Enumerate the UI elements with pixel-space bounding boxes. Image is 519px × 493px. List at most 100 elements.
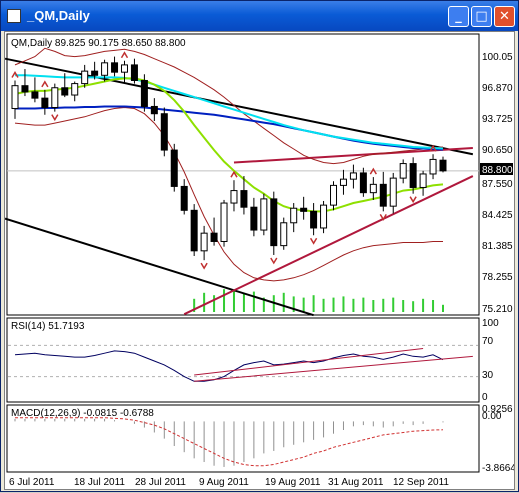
candle-body	[180, 185, 188, 211]
candle-body	[130, 64, 138, 81]
candle	[379, 171, 387, 212]
candle-body	[220, 202, 228, 242]
candle-body	[429, 158, 437, 175]
rsi-tick: 70	[482, 336, 494, 347]
price-tick: 87.550	[482, 179, 513, 190]
volume-bar	[432, 300, 435, 312]
volume-bar	[232, 290, 235, 312]
volume-bar	[422, 298, 425, 312]
rsi-panel-header: RSI(14) 51.7193	[11, 321, 85, 332]
volume-bar	[442, 304, 444, 312]
date-tick: 18 Jul 2011	[74, 477, 125, 488]
fractal-up-arrow	[429, 144, 437, 152]
candle-body	[280, 222, 288, 247]
price-tick: 84.425	[482, 210, 513, 221]
candle	[399, 159, 407, 184]
candle	[180, 179, 188, 215]
volume-bar	[372, 300, 375, 312]
fractal-down-arrow	[51, 114, 59, 122]
candle	[260, 193, 268, 236]
candle-body	[111, 62, 119, 73]
candle	[140, 74, 148, 112]
minimize-button[interactable]: _	[448, 6, 469, 27]
price-tick: 81.385	[482, 241, 513, 252]
candle-body	[81, 70, 89, 85]
candle	[200, 225, 208, 261]
candle-body	[389, 177, 397, 207]
candle-body	[140, 79, 148, 107]
candle-body	[210, 232, 218, 242]
fractal-up-arrow	[369, 167, 377, 175]
price-panel-header: QM,Daily 89.825 90.175 88.650 88.800	[11, 38, 186, 49]
current-price-label: 88.800	[482, 165, 513, 176]
candle	[160, 107, 168, 157]
candle-body	[51, 87, 59, 108]
candle-body	[170, 149, 178, 187]
candle	[310, 203, 318, 236]
fractal-up-arrow	[11, 71, 19, 78]
candle	[21, 69, 29, 97]
rsi-trend-upper	[194, 348, 424, 376]
price-tick: 90.650	[482, 145, 513, 156]
candle-body	[439, 159, 447, 172]
ma-fast-line	[14, 77, 444, 213]
current-price-box	[480, 163, 513, 175]
candle-body	[160, 113, 168, 151]
title-bar[interactable]: _QM,Daily _ □ ✕	[1, 1, 518, 31]
candle	[61, 73, 69, 98]
price-panel[interactable]	[6, 33, 480, 316]
trend-support-line	[183, 175, 474, 316]
close-button[interactable]: ✕	[494, 6, 515, 27]
volume-bar	[252, 291, 255, 312]
price-tick: 100.05	[482, 52, 513, 63]
price-tick: 93.725	[482, 114, 513, 125]
candle-body	[369, 183, 377, 194]
window-title: _QM,Daily	[27, 8, 90, 23]
candle	[190, 204, 198, 257]
candle-body	[200, 232, 208, 252]
chart-svg[interactable]: QM,Daily 89.825 90.175 88.650 88.800 RSI…	[4, 32, 516, 489]
volume-bar	[203, 292, 206, 312]
candle-body	[419, 173, 427, 188]
candle	[111, 56, 119, 77]
date-tick: 12 Sep 2011	[393, 477, 449, 488]
candle-body	[190, 209, 198, 252]
rsi-panel[interactable]	[6, 317, 480, 403]
volume-bar	[322, 298, 325, 312]
candle-body	[339, 178, 347, 186]
candle-body	[71, 83, 79, 96]
candle-body	[250, 206, 258, 231]
maximize-button[interactable]: □	[471, 6, 492, 27]
fractal-up-arrow	[230, 170, 238, 178]
candle	[220, 199, 228, 247]
candle-body	[101, 62, 109, 76]
chart-area[interactable]: QM,Daily 89.825 90.175 88.650 88.800 RSI…	[4, 31, 516, 490]
candle-body	[61, 87, 69, 96]
macd-tick: 0.9256	[482, 404, 513, 415]
candle	[409, 157, 417, 194]
candle-body	[91, 70, 99, 76]
candle	[71, 81, 79, 102]
candle	[429, 154, 437, 180]
candle-body	[310, 210, 318, 229]
candle	[419, 170, 427, 196]
candle-body	[260, 198, 268, 231]
price-tick: 96.870	[482, 83, 513, 94]
candle	[11, 80, 19, 119]
macd-panel[interactable]	[6, 404, 480, 473]
candle	[280, 217, 288, 250]
candle	[101, 59, 109, 82]
candle-body	[230, 190, 238, 204]
candle	[170, 143, 178, 192]
candle-body	[330, 184, 338, 206]
fractal-down-arrow	[379, 213, 387, 221]
candle-body	[290, 207, 298, 224]
volume-bar	[332, 297, 335, 312]
candle	[290, 203, 298, 233]
candle-body	[150, 105, 158, 115]
candle	[41, 89, 49, 115]
macd-panel-header: MACD(12,26,9) -0.0815 -0.6788	[11, 408, 154, 419]
macd-signal-line	[15, 417, 444, 467]
rsi-tick: 100	[482, 318, 499, 329]
volume-bar	[282, 292, 285, 312]
